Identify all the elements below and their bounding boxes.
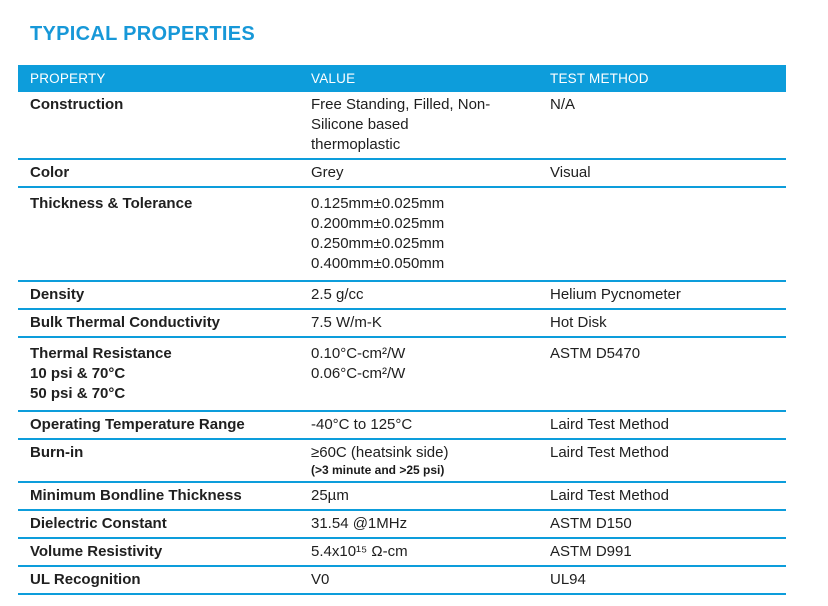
value-cell: -40°C to 125°C <box>299 411 538 440</box>
method-cell: UL94 <box>538 566 786 595</box>
property-cell: Thickness & Tolerance <box>18 187 299 282</box>
method-cell: N/A <box>538 92 786 160</box>
property-cell: Density <box>18 281 299 310</box>
property-cell: Construction <box>18 92 299 160</box>
page-title: TYPICAL PROPERTIES <box>30 23 256 45</box>
method-cell: Helium Pycnometer <box>538 281 786 310</box>
value-cell: 0.10°C-cm²/W 0.06°C-cm²/W <box>299 337 538 412</box>
value-cell: ≥60C (heatsink side) (>3 minute and >25 … <box>299 439 538 483</box>
method-cell: Visual <box>538 159 786 188</box>
method-cell: ASTM D150 <box>538 510 786 539</box>
value-cell: 2.5 g/cc <box>299 281 538 310</box>
method-cell: ASTM D991 <box>538 538 786 567</box>
property-cell: UL Recognition <box>18 566 299 595</box>
value-cell: 31.54 @1MHz <box>299 510 538 539</box>
header-property: PROPERTY <box>18 65 299 92</box>
method-cell: Hot Disk <box>538 309 786 338</box>
property-cell: Minimum Bondline Thickness <box>18 482 299 511</box>
table-row-volume-resistivity: Volume Resistivity 5.4x10¹⁵ Ω-cm ASTM D9… <box>18 538 786 567</box>
typical-properties-table: PROPERTY VALUE TEST METHOD Construction … <box>18 65 786 595</box>
value-cell: 25µm <box>299 482 538 511</box>
table-row-thermal-resistance: Thermal Resistance 10 psi & 70°C 50 psi … <box>18 337 786 412</box>
method-cell: Laird Test Method <box>538 482 786 511</box>
method-cell: ASTM D5470 <box>538 337 786 412</box>
property-cell: Volume Resistivity <box>18 538 299 567</box>
table-row-operating-temperature-range: Operating Temperature Range -40°C to 125… <box>18 411 786 440</box>
property-cell: Dielectric Constant <box>18 510 299 539</box>
method-cell: Laird Test Method <box>538 439 786 483</box>
table-row-dielectric-constant: Dielectric Constant 31.54 @1MHz ASTM D15… <box>18 510 786 539</box>
table-row-burn-in: Burn-in ≥60C (heatsink side) (>3 minute … <box>18 439 786 483</box>
burn-in-value: ≥60C (heatsink side) <box>311 444 449 461</box>
table-row-construction: Construction Free Standing, Filled, Non-… <box>18 92 786 160</box>
value-cell: 0.125mm±0.025mm 0.200mm±0.025mm 0.250mm±… <box>299 187 538 282</box>
property-cell: Burn-in <box>18 439 299 483</box>
property-cell: Color <box>18 159 299 188</box>
method-cell <box>538 187 786 282</box>
table-row-bulk-thermal-conductivity: Bulk Thermal Conductivity 7.5 W/m-K Hot … <box>18 309 786 338</box>
table-row-color: Color Grey Visual <box>18 159 786 188</box>
header-value: VALUE <box>299 65 538 92</box>
property-cell: Bulk Thermal Conductivity <box>18 309 299 338</box>
table-header-row: PROPERTY VALUE TEST METHOD <box>18 65 786 92</box>
value-cell: 5.4x10¹⁵ Ω-cm <box>299 538 538 567</box>
table-row-density: Density 2.5 g/cc Helium Pycnometer <box>18 281 786 310</box>
table-row-ul-recognition: UL Recognition V0 UL94 <box>18 566 786 595</box>
value-cell: 7.5 W/m-K <box>299 309 538 338</box>
value-cell: Free Standing, Filled, Non- Silicone bas… <box>299 92 538 160</box>
property-cell: Thermal Resistance 10 psi & 70°C 50 psi … <box>18 337 299 412</box>
table-row-thickness: Thickness & Tolerance 0.125mm±0.025mm 0.… <box>18 187 786 282</box>
table-row-minimum-bondline-thickness: Minimum Bondline Thickness 25µm Laird Te… <box>18 482 786 511</box>
property-cell: Operating Temperature Range <box>18 411 299 440</box>
value-cell: V0 <box>299 566 538 595</box>
burn-in-note: (>3 minute and >25 psi) <box>311 463 445 477</box>
method-cell: Laird Test Method <box>538 411 786 440</box>
value-cell: Grey <box>299 159 538 188</box>
header-test-method: TEST METHOD <box>538 65 786 92</box>
